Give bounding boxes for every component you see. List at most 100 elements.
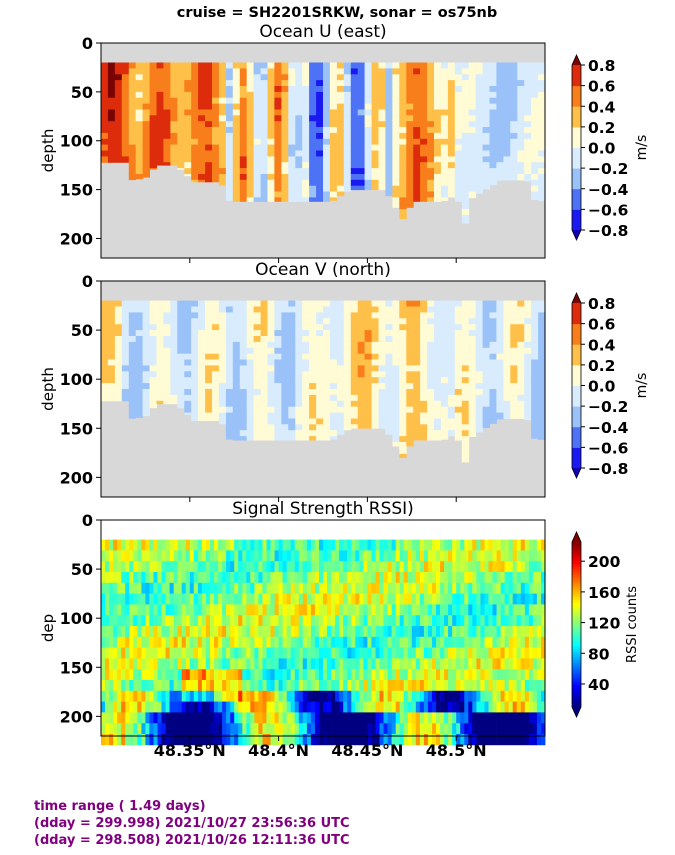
data-cell	[141, 723, 146, 735]
data-cell	[399, 115, 407, 122]
data-cell	[520, 701, 526, 713]
data-cell	[531, 406, 539, 414]
data-cell	[436, 647, 441, 659]
data-cell	[336, 162, 345, 169]
data-cell	[177, 109, 185, 116]
data-cell	[193, 636, 199, 648]
data-cell	[379, 593, 384, 605]
data-cell	[205, 604, 211, 616]
data-cell	[310, 550, 316, 562]
data-cell	[198, 300, 206, 307]
data-cell	[253, 389, 261, 396]
data-cell	[347, 561, 352, 573]
data-cell	[343, 550, 348, 562]
data-cell	[114, 144, 123, 151]
data-cell	[464, 647, 469, 659]
data-cell	[239, 306, 248, 313]
data-cell	[420, 365, 428, 372]
data-cell	[225, 436, 234, 440]
data-cell	[339, 582, 344, 594]
data-cell	[142, 74, 150, 81]
data-cell	[440, 680, 445, 692]
data-cell	[378, 62, 386, 69]
data-cell	[391, 701, 396, 713]
data-cell	[163, 318, 171, 325]
data-cell	[359, 734, 364, 746]
data-cell	[189, 636, 195, 648]
data-cell	[454, 324, 463, 331]
data-cell	[267, 197, 275, 202]
data-cell	[246, 539, 251, 551]
data-cell	[295, 138, 303, 146]
data-cell	[510, 80, 518, 87]
data-cell	[510, 330, 518, 337]
data-cell	[419, 712, 425, 724]
data-cell	[298, 734, 304, 746]
data-cell	[105, 572, 110, 584]
data-cell	[323, 734, 328, 746]
data-cell	[532, 593, 538, 605]
data-cell	[212, 156, 220, 163]
data-cell	[503, 371, 511, 378]
data-cell	[239, 91, 248, 99]
data-cell	[246, 561, 251, 573]
data-cell	[295, 418, 303, 425]
data-cell	[185, 572, 191, 584]
data-cell	[306, 561, 312, 573]
data-cell	[351, 626, 356, 638]
data-cell	[447, 359, 456, 366]
data-cell	[492, 539, 497, 551]
data-cell	[191, 318, 199, 325]
data-cell	[347, 658, 352, 670]
data-cell	[378, 74, 386, 81]
data-cell	[336, 115, 345, 122]
data-cell	[281, 86, 289, 93]
data-cell	[436, 734, 441, 746]
data-cell	[218, 394, 227, 402]
data-cell	[350, 365, 359, 372]
data-cell	[316, 430, 324, 437]
data-cell	[274, 330, 282, 337]
data-cell	[434, 377, 442, 384]
data-cell	[105, 680, 110, 692]
data-cell	[232, 162, 241, 169]
data-cell	[331, 582, 336, 594]
data-cell	[142, 406, 150, 414]
data-cell	[191, 150, 199, 157]
data-cell	[135, 383, 144, 390]
data-cell	[246, 306, 255, 313]
data-cell	[363, 701, 368, 713]
data-cell	[302, 324, 310, 331]
data-cell	[454, 365, 463, 372]
data-cell	[517, 62, 525, 69]
data-cell	[185, 593, 191, 605]
data-cell	[472, 572, 477, 584]
data-cell	[423, 636, 429, 648]
data-cell	[335, 658, 340, 670]
data-cell	[351, 658, 356, 670]
data-cell	[460, 680, 465, 692]
data-cell	[407, 593, 413, 605]
data-cell	[452, 723, 457, 735]
data-cell	[145, 690, 150, 702]
data-cell	[274, 539, 279, 551]
data-cell	[496, 550, 501, 562]
data-cell	[253, 174, 261, 181]
data-cell	[423, 550, 429, 562]
data-cell	[454, 330, 463, 337]
data-cell	[475, 68, 483, 75]
data-cell	[205, 723, 211, 735]
data-cell	[189, 734, 195, 746]
data-cell	[274, 197, 282, 202]
data-cell	[142, 162, 150, 169]
data-cell	[177, 132, 185, 140]
data-cell	[309, 115, 317, 122]
data-cell	[510, 62, 518, 69]
data-cell	[114, 132, 123, 140]
data-cell	[239, 197, 248, 202]
data-cell	[323, 109, 331, 116]
data-cell	[489, 383, 497, 390]
data-cell	[496, 400, 504, 408]
data-cell	[475, 109, 483, 116]
data-cell	[302, 162, 310, 169]
